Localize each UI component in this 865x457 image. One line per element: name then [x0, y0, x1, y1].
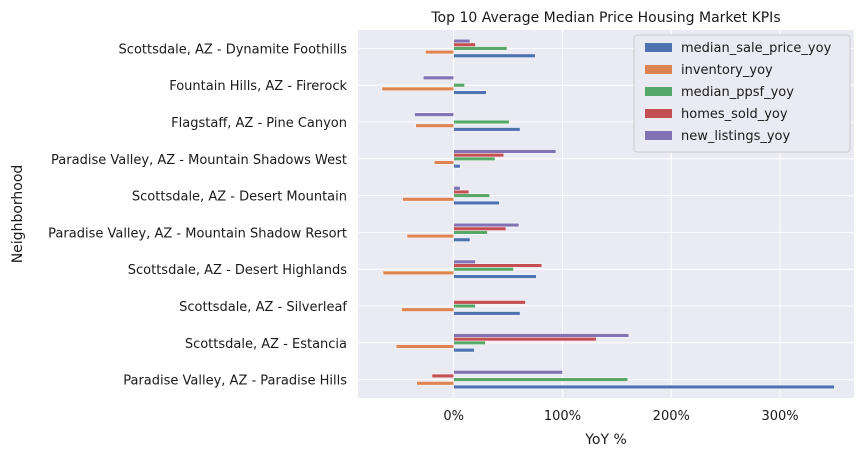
x-axis-label: YoY % — [584, 432, 627, 448]
bar — [453, 300, 526, 305]
bar — [453, 38, 471, 44]
chart-title: Top 10 Average Median Price Housing Mark… — [430, 10, 780, 26]
legend-label: median_ppsf_yoy — [681, 85, 794, 100]
bar — [453, 222, 520, 228]
y-tick-label: Scottsdale, AZ - Estancia — [185, 337, 347, 352]
legend: median_sale_price_yoy inventory_yoymedian… — [633, 34, 851, 153]
bar — [453, 53, 536, 58]
bar — [433, 160, 454, 165]
y-tick-label: Scottsdale, AZ - Desert Highlands — [128, 263, 347, 278]
y-tick-label: Scottsdale, AZ - Silverleaf — [179, 300, 347, 315]
bar — [414, 112, 454, 117]
legend-label: inventory_yoy — [681, 63, 773, 78]
bar — [453, 263, 543, 268]
bar — [453, 200, 500, 206]
bar — [395, 344, 454, 349]
bar — [453, 259, 476, 264]
bar — [453, 230, 488, 235]
bar — [453, 186, 461, 191]
bar — [382, 270, 454, 275]
bars — [381, 38, 835, 390]
legend-label: new_listings_yoy — [681, 129, 790, 144]
bar — [406, 233, 454, 239]
bar — [453, 377, 629, 382]
y-tick-label: Flagstaff, AZ - Pine Canyon — [171, 116, 347, 131]
y-tick-label: Paradise Valley, AZ - Mountain Shadows W… — [51, 153, 347, 168]
bar — [402, 197, 454, 202]
x-tick-label: 200% — [653, 409, 690, 424]
bar — [453, 46, 508, 51]
bar — [453, 226, 507, 231]
bar — [453, 370, 563, 375]
bar — [453, 127, 521, 132]
y-axis-label: Neighborhood — [10, 165, 26, 264]
bar — [453, 42, 476, 47]
bar — [453, 274, 537, 279]
y-tick-label: Fountain Hills, AZ - Firerock — [169, 79, 347, 94]
x-tick-label: 100% — [544, 409, 581, 424]
bar — [453, 193, 490, 198]
bar — [431, 373, 454, 379]
y-tick-labels: Paradise Valley, AZ - Paradise Hills Scot… — [48, 42, 347, 388]
bar — [423, 75, 454, 80]
bar — [453, 164, 461, 169]
bar — [453, 189, 470, 195]
bar — [425, 49, 454, 55]
bar — [453, 333, 630, 338]
bar — [453, 348, 475, 353]
legend-label: median_sale_price_yoy — [681, 41, 832, 56]
bar — [415, 123, 454, 128]
x-tick-labels: 0% 100% 200% 300% — [443, 409, 798, 424]
bar — [453, 153, 505, 158]
legend-swatch — [645, 43, 672, 52]
y-tick-label: Paradise Valley, AZ - Paradise Hills — [123, 374, 347, 389]
legend-box — [633, 34, 851, 153]
bar — [453, 149, 557, 154]
y-tick-label: Scottsdale, AZ - Dynamite Foothills — [119, 42, 348, 57]
y-tick-label: Scottsdale, AZ - Desert Mountain — [132, 190, 347, 205]
bar — [453, 311, 521, 316]
legend-swatch — [645, 131, 672, 140]
legend-label: homes_sold_yoy — [681, 107, 788, 122]
bar — [453, 340, 486, 345]
bar — [453, 384, 835, 390]
bar — [381, 86, 454, 91]
y-tick-label: Paradise Valley, AZ - Mountain Shadow Re… — [48, 226, 347, 241]
legend-swatch — [645, 65, 672, 74]
x-tick-label: 300% — [761, 409, 798, 424]
bar — [401, 307, 454, 312]
bar — [453, 337, 597, 342]
bar — [453, 303, 476, 309]
legend-swatch — [645, 109, 672, 118]
bar — [453, 119, 510, 125]
bar — [416, 381, 454, 386]
bar — [453, 267, 514, 272]
bar — [453, 237, 471, 242]
bar — [453, 90, 487, 95]
bar — [453, 83, 465, 88]
bar — [453, 156, 496, 161]
legend-swatch — [645, 87, 672, 96]
x-tick-label: 0% — [443, 409, 464, 424]
